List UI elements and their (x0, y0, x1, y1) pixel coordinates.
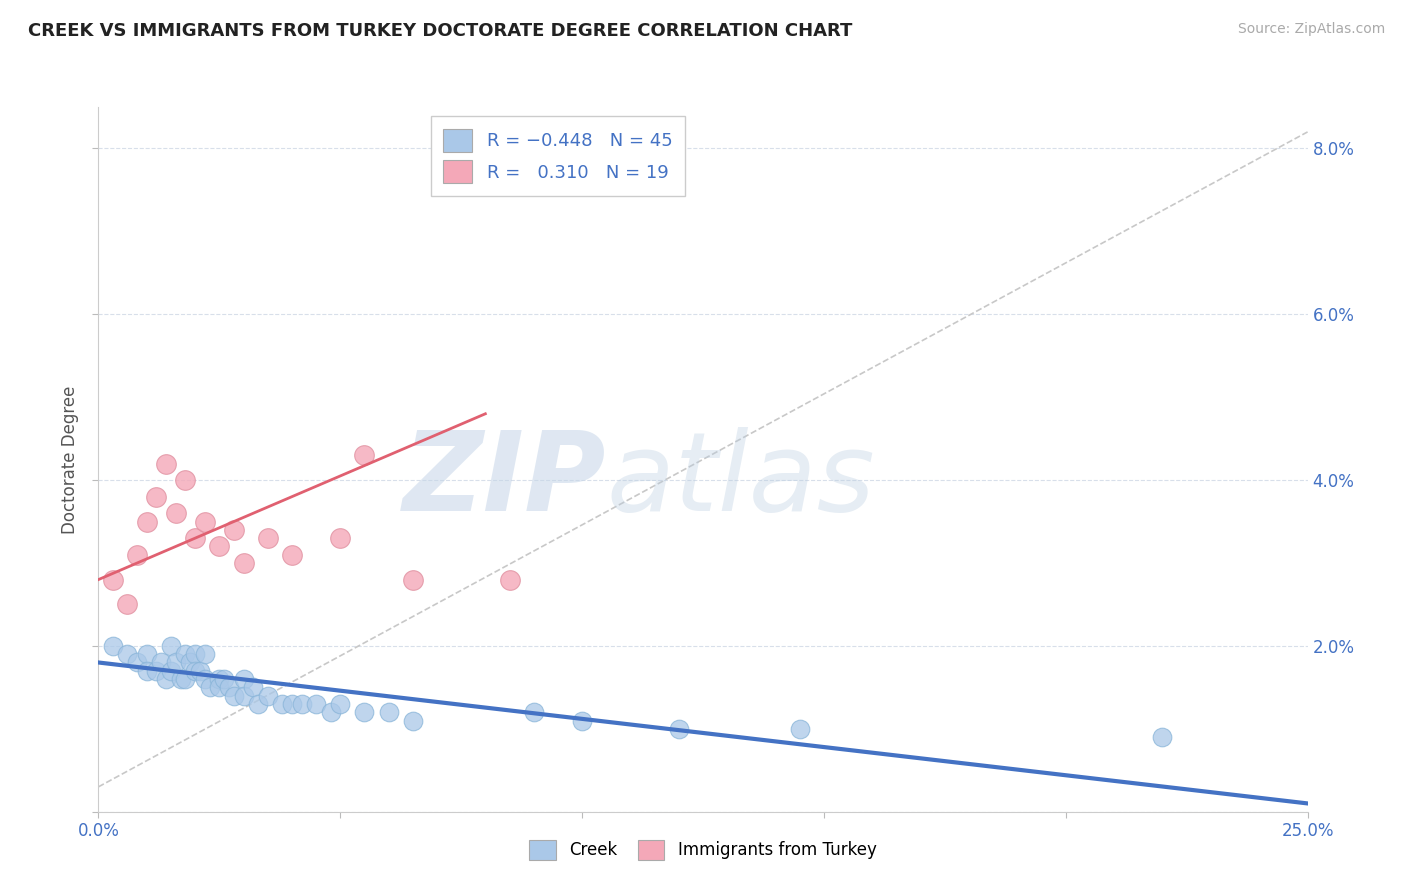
Point (194, 515, 217, 529)
Point (232, 672, 254, 686)
Point (117, 598, 139, 612)
Point (281, 548, 304, 562)
Point (271, 697, 294, 711)
Point (194, 647, 217, 661)
Point (135, 515, 157, 529)
Point (160, 664, 183, 678)
Point (165, 506, 187, 520)
Point (145, 664, 167, 678)
Point (1152, 730, 1174, 744)
Point (155, 672, 177, 686)
Point (247, 697, 270, 711)
Point (101, 639, 124, 653)
Point (145, 490, 167, 504)
Point (377, 705, 399, 719)
Y-axis label: Doctorate Degree: Doctorate Degree (60, 385, 79, 533)
Point (290, 697, 312, 711)
Point (256, 531, 278, 545)
Legend: Creek, Immigrants from Turkey: Creek, Immigrants from Turkey (523, 833, 883, 867)
Point (198, 681, 221, 695)
Point (218, 681, 240, 695)
Point (184, 664, 207, 678)
Point (353, 705, 375, 719)
Text: Source: ZipAtlas.com: Source: ZipAtlas.com (1237, 22, 1385, 37)
Point (174, 473, 197, 487)
Point (160, 639, 183, 653)
Point (135, 647, 157, 661)
Point (329, 697, 352, 711)
Point (402, 714, 425, 728)
Point (329, 531, 352, 545)
Point (305, 697, 328, 711)
Point (169, 672, 191, 686)
Point (135, 664, 157, 678)
Point (174, 647, 197, 661)
Text: atlas: atlas (606, 427, 875, 534)
Point (127, 656, 149, 670)
Point (232, 556, 254, 570)
Point (188, 664, 211, 678)
Point (571, 714, 593, 728)
Text: CREEK VS IMMIGRANTS FROM TURKEY DOCTORATE DEGREE CORRELATION CHART: CREEK VS IMMIGRANTS FROM TURKEY DOCTORAT… (28, 22, 852, 40)
Point (150, 656, 173, 670)
Point (208, 681, 231, 695)
Point (179, 656, 201, 670)
Point (165, 656, 187, 670)
Point (101, 573, 124, 587)
Point (212, 672, 235, 686)
Point (184, 531, 207, 545)
Point (184, 647, 207, 661)
Point (174, 672, 197, 686)
Point (155, 457, 177, 471)
Point (127, 548, 149, 562)
Point (256, 689, 278, 703)
Point (242, 681, 264, 695)
Point (222, 689, 245, 703)
Point (668, 722, 690, 736)
Point (789, 722, 811, 736)
Point (117, 647, 139, 661)
Point (523, 705, 546, 719)
Point (498, 573, 520, 587)
Point (222, 523, 245, 537)
Text: ZIP: ZIP (402, 427, 606, 534)
Point (232, 689, 254, 703)
Point (194, 672, 217, 686)
Point (208, 672, 231, 686)
Point (402, 573, 425, 587)
Point (353, 448, 375, 462)
Point (319, 705, 342, 719)
Point (208, 540, 231, 554)
Point (281, 697, 304, 711)
